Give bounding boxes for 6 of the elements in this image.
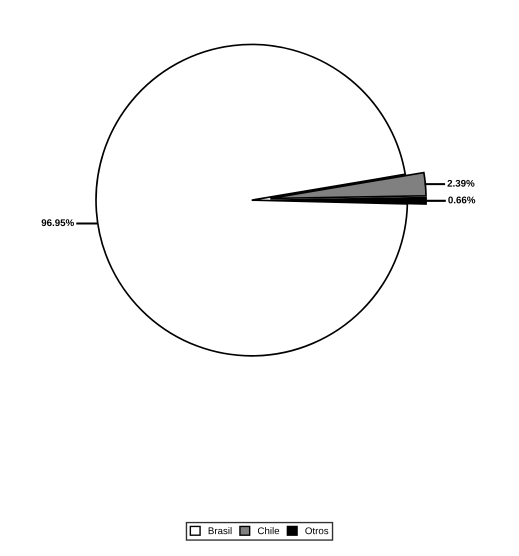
legend-label: Otros (305, 527, 328, 534)
data-label: 96.95% (42, 219, 74, 226)
legend-label: Brasil (208, 527, 232, 534)
data-label: 0.66% (448, 196, 476, 204)
data-label: 2.39% (447, 180, 474, 187)
legend-label: Chile (258, 527, 280, 534)
